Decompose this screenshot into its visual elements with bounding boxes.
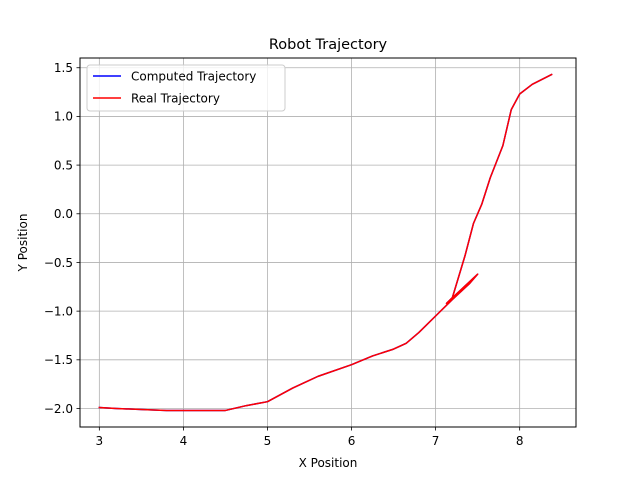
x-tick-label: 7	[432, 434, 440, 448]
grid-lines	[80, 58, 576, 427]
y-tick-label: 1.5	[54, 61, 73, 75]
x-tick-label: 4	[180, 434, 188, 448]
legend-label-real: Real Trajectory	[131, 92, 220, 106]
x-axis-label: X Position	[299, 456, 358, 470]
plot-area-frame	[79, 57, 577, 428]
y-axis-ticks: −2.0 −1.5 −1.0 −0.5 0.0 0.5 1.0 1.5	[44, 61, 80, 416]
legend: Computed Trajectory Real Trajectory	[86, 64, 286, 112]
series-layer	[98, 73, 553, 412]
y-tick-label: 1.0	[54, 110, 73, 124]
legend-box	[86, 64, 286, 112]
plot-area-background	[80, 58, 576, 427]
y-tick-label: −1.0	[44, 304, 73, 318]
y-tick-label: 0.5	[54, 158, 73, 172]
x-axis-ticks: 3 4 5 6 7 8	[96, 427, 524, 448]
x-tick-label: 8	[516, 434, 524, 448]
y-tick-label: 0.0	[54, 207, 73, 221]
y-tick-label: −0.5	[44, 256, 73, 270]
x-tick-label: 3	[96, 434, 104, 448]
y-tick-label: −2.0	[44, 402, 73, 416]
series-line-real	[98, 73, 553, 412]
chart-title: Robot Trajectory	[269, 37, 388, 53]
y-axis-label: Y Position	[16, 214, 30, 273]
legend-label-computed: Computed Trajectory	[131, 70, 256, 84]
x-tick-label: 6	[348, 434, 356, 448]
y-tick-label: −1.5	[44, 353, 73, 367]
x-tick-label: 5	[264, 434, 272, 448]
